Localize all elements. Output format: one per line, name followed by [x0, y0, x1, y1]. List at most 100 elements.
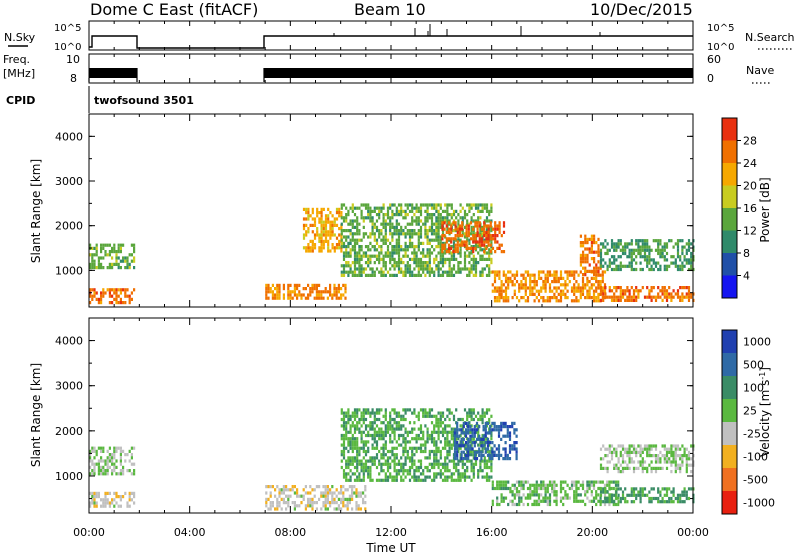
echo-region: [453, 421, 518, 461]
power-panel: 1000 2000 3000 4000: [55, 113, 695, 308]
colorbar-swatch: [722, 330, 737, 354]
nsky-tick-bottom: 10^0: [54, 42, 81, 53]
echo-region: [265, 485, 367, 511]
colorbar-swatch: [722, 118, 737, 141]
y-tick-label: 4000: [55, 130, 83, 143]
echo-region: [579, 234, 602, 277]
echo-region: [441, 221, 506, 254]
y-tick-label: 2000: [55, 425, 83, 438]
beam-label: Beam 10: [354, 0, 426, 19]
freq-tick-bottom: 8: [70, 72, 77, 85]
colorbar-tick-label: 20: [743, 180, 757, 193]
echo-region: [599, 239, 695, 272]
colorbar-tick-label: 100: [743, 382, 764, 395]
nsky-trace: [89, 35, 693, 49]
echo-region: [89, 446, 136, 476]
colorbar-tick-label: 1000: [743, 336, 771, 349]
x-tick-label: 12:00: [375, 526, 407, 539]
echo-region: [599, 487, 695, 504]
velocity-colorbar-label-main: Velocity [m s: [758, 380, 772, 457]
y-tick-label: 1000: [55, 470, 83, 483]
colorbar-tick-label: 4: [743, 270, 750, 283]
x-tick-label: 00:00: [677, 526, 709, 539]
colorbar-tick-label: 8: [743, 247, 750, 260]
colorbar-swatch: [722, 208, 737, 231]
y-tick-label: 4000: [55, 335, 83, 348]
colorbar-tick-label: 16: [743, 202, 757, 215]
echo-region: [340, 203, 493, 277]
power-ylabel: Slant Range [km]: [29, 159, 43, 263]
colorbar-swatch: [722, 353, 737, 377]
nsky-label: N.Sky: [4, 31, 36, 44]
velocity-ylabel: Slant Range [km]: [29, 363, 43, 467]
freq-label-bottom: [MHz]: [3, 67, 35, 80]
nsearch-tick-bottom: 10^0: [707, 42, 734, 53]
colorbar-tick-label: 25: [743, 405, 757, 418]
colorbar-swatch: [722, 253, 737, 276]
y-tick-label: 2000: [55, 220, 83, 233]
colorbar-swatch: [722, 275, 737, 299]
colorbar-swatch: [722, 163, 737, 186]
colorbar-swatch: [722, 445, 737, 469]
colorbar-tick-label: -1000: [743, 497, 775, 510]
colorbar-tick-label: -25: [743, 428, 761, 441]
velocity-colorbar: 1000 500 100 25 -25 -100 -500 -1000: [721, 329, 775, 515]
freq-label-top: Freq.: [3, 53, 30, 66]
colorbar-swatch: [722, 376, 737, 400]
nsky-tick-top: 10^5: [54, 23, 81, 34]
colorbar-swatch: [722, 491, 737, 515]
x-tick-label: 00:00: [73, 526, 105, 539]
cpid-label: CPID: [6, 94, 35, 107]
echo-region: [340, 408, 493, 482]
velocity-colorbar-label: Velocity [m s-1]: [758, 367, 773, 457]
x-tick-label: 20:00: [576, 526, 608, 539]
colorbar-tick-label: 28: [743, 135, 757, 148]
nsearch-label: N.Search: [745, 31, 795, 44]
power-echoes: [89, 203, 695, 305]
power-colorbar-label: Power [dB]: [758, 177, 772, 242]
y-tick-label: 3000: [55, 380, 83, 393]
colorbar-tick-label: 24: [743, 157, 757, 170]
nave-tick-top: 60: [707, 53, 721, 66]
date-label: 10/Dec/2015: [590, 0, 693, 19]
x-tick-label: 08:00: [274, 526, 306, 539]
echo-region: [89, 288, 136, 305]
velocity-echoes: [89, 408, 695, 511]
nsky-spikes: [88, 21, 694, 83]
freq-tick-top: 10: [66, 53, 80, 66]
velocity-panel: 1000 2000 3000 4000: [55, 317, 695, 514]
x-tick-label: 16:00: [476, 526, 508, 539]
x-axis-label: Time UT: [365, 541, 416, 554]
echo-region: [302, 207, 343, 253]
colorbar-tick-label: 12: [743, 225, 757, 238]
echo-region: [491, 270, 607, 303]
colorbar-swatch: [722, 185, 737, 209]
echo-region: [599, 444, 695, 474]
colorbar-swatch: [722, 230, 737, 254]
nave-tick-bottom: 0: [707, 72, 714, 85]
velocity-colorbar-label-exp: -1: [758, 372, 767, 380]
cpid-value: twofsound 3501: [94, 94, 194, 107]
echo-region: [89, 491, 136, 508]
colorbar-swatch: [722, 468, 737, 492]
velocity-colorbar-label-close: ]: [758, 367, 772, 372]
colorbar-tick-label: -500: [743, 474, 768, 487]
x-tick-label: 04:00: [174, 526, 206, 539]
station-title: Dome C East (fitACF): [90, 0, 258, 19]
freq-trace: [89, 68, 693, 78]
echo-region: [599, 286, 695, 302]
colorbar-tick-label: -100: [743, 451, 768, 464]
y-tick-label: 3000: [55, 175, 83, 188]
y-tick-label: 1000: [55, 264, 83, 277]
colorbar-swatch: [722, 399, 737, 423]
colorbar-swatch: [722, 140, 737, 164]
colorbar-tick-label: 500: [743, 359, 764, 372]
x-tick-labels: 00:00 04:00 08:00 12:00 16:00 20:00 00:00: [73, 526, 709, 539]
echo-region: [89, 243, 136, 270]
power-colorbar: 28 24 20 16 12 8 4: [721, 117, 757, 299]
echo-region: [265, 283, 347, 300]
nave-label: Nave: [746, 64, 774, 77]
nsearch-tick-top: 10^5: [707, 23, 734, 34]
colorbar-swatch: [722, 422, 737, 446]
